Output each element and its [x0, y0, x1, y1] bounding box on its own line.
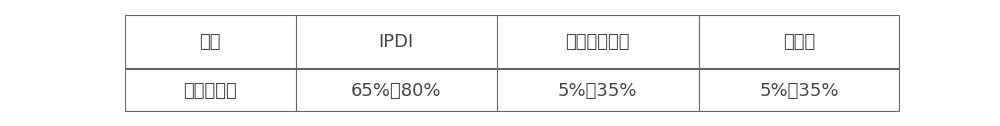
Text: 5%～35%: 5%～35%	[760, 82, 839, 100]
Text: 小分子扩链剂: 小分子扩链剂	[566, 33, 630, 51]
Text: 原料: 原料	[200, 33, 221, 51]
Text: 质量百分比: 质量百分比	[183, 82, 237, 100]
Text: 交联剂: 交联剂	[783, 33, 815, 51]
Text: 5%～35%: 5%～35%	[558, 82, 638, 100]
Text: IPDI: IPDI	[379, 33, 414, 51]
Text: 65%～80%: 65%～80%	[351, 82, 442, 100]
